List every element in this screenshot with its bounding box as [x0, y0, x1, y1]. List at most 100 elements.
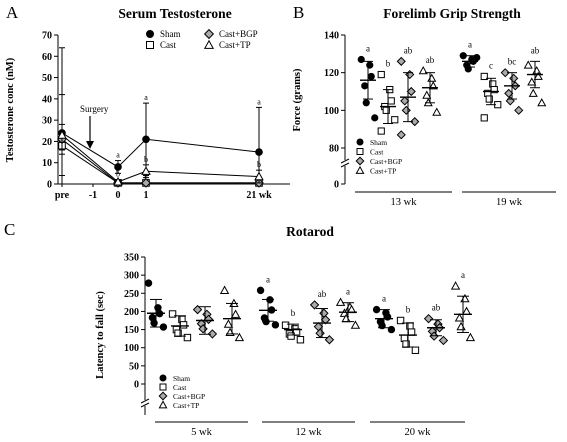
data-point [309, 300, 320, 310]
legend-label-3: Cast+BGP [173, 392, 205, 401]
data-point [528, 88, 538, 97]
panel-letter: A [6, 3, 19, 22]
legend-marker-4 [158, 400, 168, 409]
y-axis-label: Latency to fall (sec) [95, 291, 106, 379]
data-point [523, 60, 533, 69]
data-point [203, 314, 214, 325]
data-point [438, 335, 449, 346]
data-point [255, 148, 263, 156]
y-tick-label: 70 [42, 31, 52, 42]
data-point [367, 72, 375, 81]
significance-label: ab [531, 45, 540, 55]
legend-marker-2 [356, 148, 364, 155]
panel-c-rotarod: C Rotarod Latency to fall (sec) 0 50 100 150 20… [4, 220, 476, 438]
data-point [183, 333, 192, 342]
y-tick-label: 140 [324, 31, 339, 42]
axis-break-mark [340, 158, 350, 164]
data-point [527, 77, 537, 86]
data-point [271, 321, 280, 329]
data-point [287, 332, 295, 340]
y-tick-label: 80 [329, 144, 339, 155]
data-point [411, 346, 420, 354]
data-point [400, 96, 410, 106]
y-tick-label: 20 [42, 137, 52, 148]
legend-marker-1 [159, 374, 167, 382]
data-point [361, 82, 369, 90]
data-point [505, 96, 515, 106]
x-tick-label: -1 [89, 190, 97, 201]
data-point [320, 315, 331, 325]
data-point [179, 321, 188, 329]
significance-label: b [406, 305, 411, 315]
data-point [454, 313, 465, 322]
y-tick-label: 0 [134, 380, 139, 391]
data-point [387, 97, 395, 105]
significance-label: ab [318, 289, 327, 299]
data-point [219, 285, 230, 294]
legend-marker-3 [355, 156, 365, 166]
significance-label: a [366, 43, 370, 53]
data-point [532, 66, 542, 75]
data-point [319, 308, 329, 318]
surgery-arrow-head [86, 141, 94, 149]
data-point [427, 73, 437, 82]
x-tick-label: 21 wk [246, 190, 272, 201]
data-point [141, 166, 151, 175]
significance-label: ab [432, 303, 441, 313]
axis-break-mark [140, 398, 150, 404]
panel-b-grip-strength: B Forelimb Grip Strength Force (grams) 0 80 1… [292, 3, 556, 208]
legend-marker-4 [203, 39, 215, 49]
data-point [480, 72, 488, 81]
significance-label: b [144, 155, 148, 164]
data-point [423, 313, 434, 324]
panel-a-serum-testosterone: A Serum Testosterone Testosterone conc (nM… [5, 3, 290, 201]
y-tick-label: 200 [124, 307, 139, 318]
y-tick-label: 40 [42, 94, 52, 105]
y-tick-label: 350 [124, 253, 139, 264]
x-tick-label: 0 [116, 190, 121, 201]
significance-label: a [257, 97, 261, 106]
significance-label: ab [426, 55, 435, 65]
significance-label: bc [508, 57, 517, 67]
y-tick-label: 0 [47, 180, 52, 191]
significance-label: b [291, 308, 296, 318]
y-tick-label: 10 [42, 158, 52, 169]
x-tick-label: pre [55, 190, 70, 201]
data-point [114, 163, 122, 171]
chart-title: Rotarod [286, 224, 334, 239]
data-point [410, 117, 420, 127]
surgery-annotation: Surgery [80, 104, 109, 114]
data-point [514, 105, 524, 115]
data-point [432, 107, 442, 116]
data-point [485, 95, 493, 103]
data-point [141, 178, 151, 188]
data-point [315, 328, 325, 338]
series-line-cast-bgp [61, 138, 259, 184]
y-tick-label: 150 [124, 325, 139, 336]
data-point [296, 336, 305, 344]
data-point [281, 321, 290, 329]
y-tick-label: 60 [42, 52, 52, 63]
data-point [401, 105, 411, 115]
data-point [225, 327, 235, 337]
data-point [207, 329, 218, 339]
legend-marker-2 [146, 41, 154, 49]
data-point [396, 56, 406, 66]
legend-label-1: Sham [173, 374, 190, 383]
data-point [509, 73, 519, 83]
data-point [362, 99, 370, 107]
significance-label: b [386, 59, 391, 69]
chart-title: Serum Testosterone [118, 6, 231, 21]
data-point [357, 55, 365, 64]
legend-marker-1 [356, 138, 364, 146]
data-point [230, 309, 241, 318]
legend-label-2: Cast [173, 383, 187, 392]
data-point [57, 130, 67, 139]
significance-label: b [116, 170, 120, 179]
data-point [504, 88, 514, 98]
data-point [450, 281, 461, 290]
data-point [223, 319, 234, 328]
panel-letter: C [4, 220, 15, 239]
x-tick-label: 1 [144, 190, 149, 201]
legend-label-4: Cast+TP [370, 167, 396, 176]
